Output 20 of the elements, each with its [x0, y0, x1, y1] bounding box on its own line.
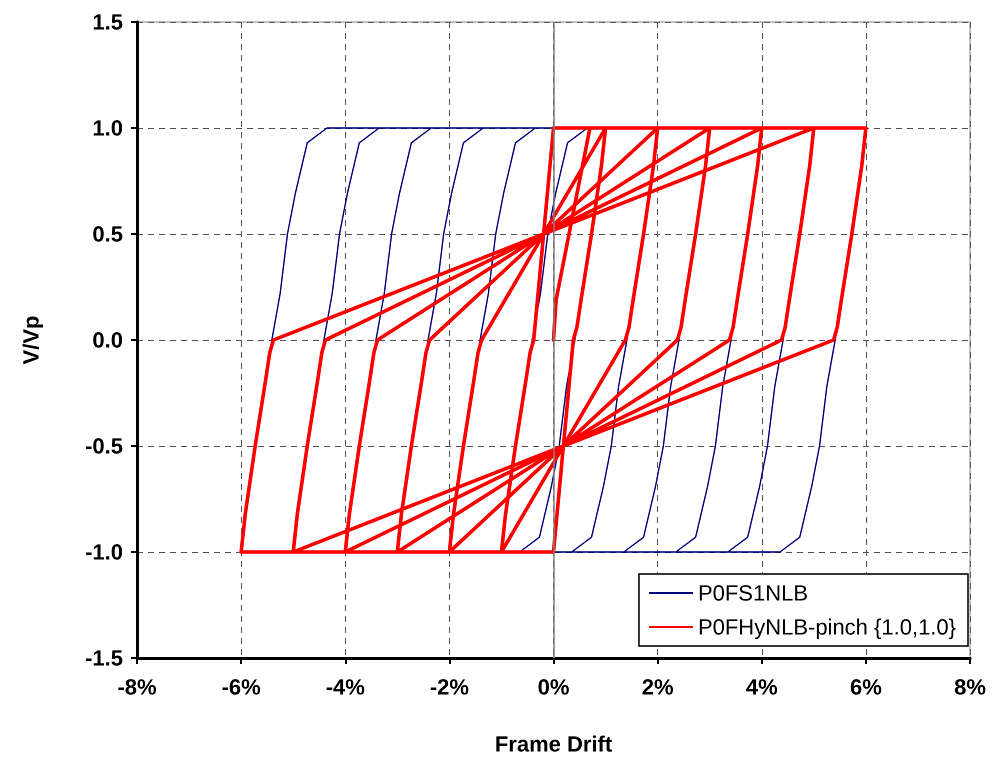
y-tick-label: 1.0: [92, 116, 123, 140]
x-tick-label: 6%: [850, 674, 882, 700]
y-tick-label: 0.0: [92, 328, 123, 352]
legend-label: P0FHyNLB-pinch {1.0,1.0}: [698, 614, 956, 640]
y-tick-label: -1.5: [85, 646, 123, 670]
x-tick-label: -8%: [117, 674, 157, 700]
x-tick-label: -6%: [222, 674, 261, 700]
y-axis-title: V/Vp: [18, 316, 44, 364]
x-tick-label: 0%: [538, 674, 570, 700]
y-tick-label: 0.5: [92, 222, 123, 246]
x-tick-label: -2%: [430, 674, 469, 700]
y-tick-label: -1.0: [85, 540, 123, 564]
x-tick-label: 4%: [746, 674, 778, 700]
legend-label: P0FS1NLB: [698, 580, 808, 606]
x-tick-label: 2%: [642, 674, 674, 700]
y-tick-label: 1.5: [92, 10, 123, 34]
x-tick-label: -4%: [326, 674, 365, 700]
y-tick-label: -0.5: [85, 434, 123, 458]
x-axis-title: Frame Drift: [494, 732, 613, 756]
x-tick-label: 8%: [954, 674, 986, 700]
